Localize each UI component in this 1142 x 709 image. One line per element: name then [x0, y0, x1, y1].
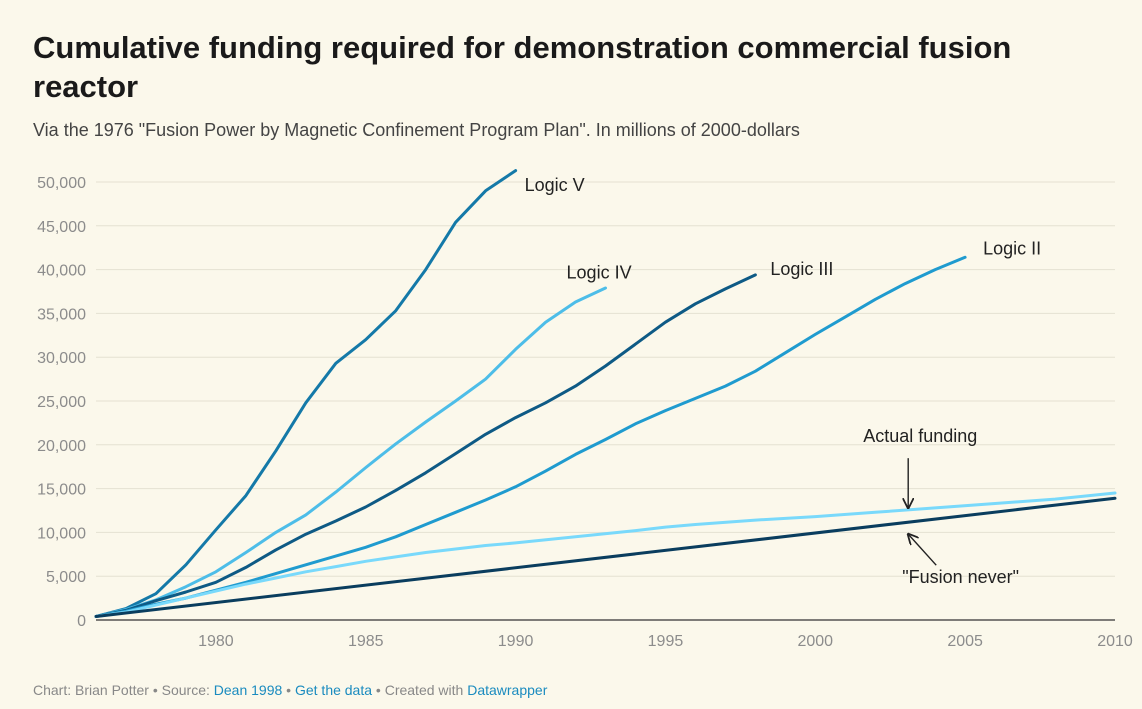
y-tick-label: 10,000 [37, 525, 86, 542]
annotation-label: Logic II [983, 239, 1041, 259]
chart-footer: Chart: Brian Potter • Source: Dean 1998 … [33, 682, 547, 698]
x-tick-label: 2010 [1097, 633, 1133, 650]
annotation-arrow [908, 534, 937, 566]
get-data-link[interactable]: Get the data [294, 682, 373, 698]
series-line [94, 496, 1117, 618]
y-tick-label: 25,000 [37, 394, 86, 411]
source-link[interactable]: Dean 1998 [213, 682, 283, 698]
chart-subtitle: Via the 1976 "Fusion Power by Magnetic C… [33, 120, 800, 140]
annotation-label: Logic III [770, 259, 833, 279]
y-tick-label: 15,000 [37, 482, 86, 499]
datawrapper-link[interactable]: Datawrapper [467, 682, 548, 698]
x-tick-label: 2005 [947, 633, 983, 650]
y-tick-label: 50,000 [37, 175, 86, 192]
footer-separator: • [282, 682, 295, 698]
y-tick-label: 0 [77, 613, 86, 630]
x-tick-label: 1990 [498, 633, 534, 650]
footer-created-with: • Created with [372, 682, 468, 698]
x-tick-label: 1995 [648, 633, 684, 650]
series-line [94, 286, 607, 618]
x-tick-label: 1980 [198, 633, 234, 650]
annotation-label: "Fusion never" [902, 567, 1019, 587]
annotation-label: Logic IV [567, 262, 632, 282]
y-tick-label: 5,000 [46, 569, 86, 586]
series-line [94, 169, 518, 618]
y-tick-label: 45,000 [37, 219, 86, 236]
chart-title: Cumulative funding required for demonstr… [33, 30, 1012, 104]
y-tick-label: 35,000 [37, 306, 86, 323]
footer-credit: Chart: Brian Potter • Source: [33, 682, 214, 698]
series-line [94, 255, 967, 618]
annotation-label: Logic V [525, 175, 585, 195]
series-line [94, 491, 1117, 618]
y-tick-label: 30,000 [37, 350, 86, 367]
y-tick-label: 20,000 [37, 438, 86, 455]
annotation-label: Actual funding [863, 426, 977, 446]
x-tick-label: 1985 [348, 633, 384, 650]
y-tick-label: 40,000 [37, 263, 86, 280]
x-tick-label: 2000 [797, 633, 833, 650]
series-line [94, 273, 757, 618]
